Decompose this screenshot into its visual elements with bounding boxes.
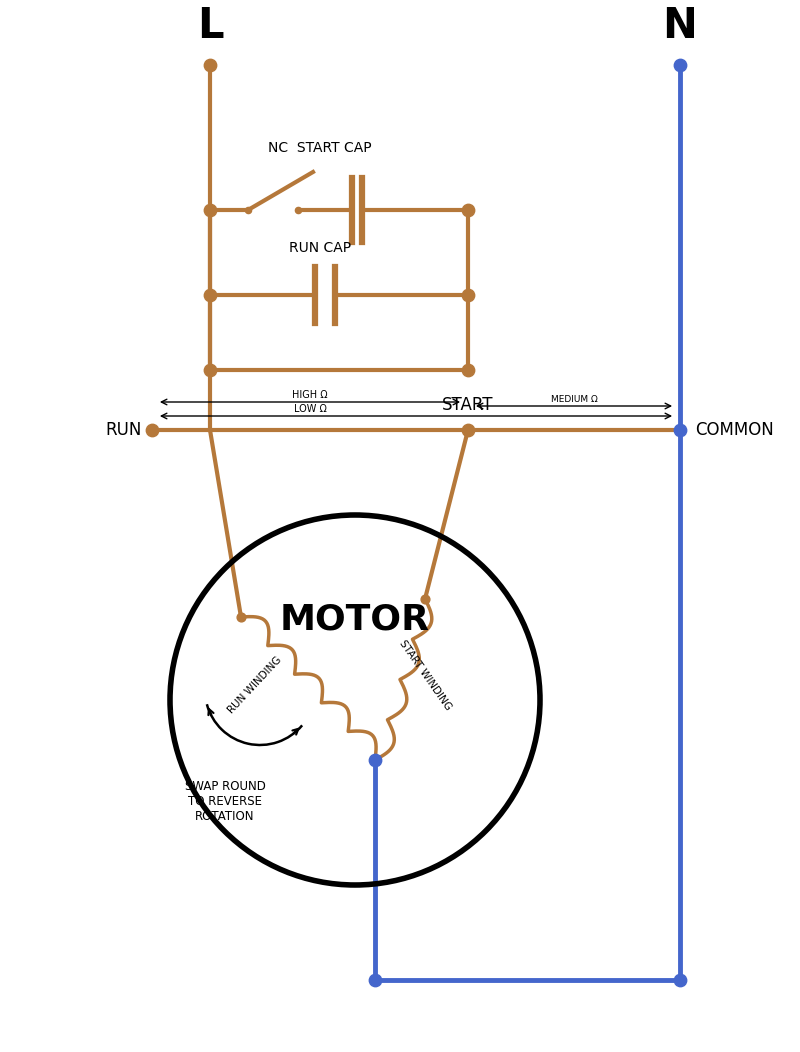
Point bbox=[462, 286, 474, 303]
Point bbox=[203, 362, 216, 379]
Text: LOW Ω: LOW Ω bbox=[294, 404, 326, 414]
Point bbox=[418, 590, 431, 607]
Text: RUN: RUN bbox=[106, 421, 142, 439]
Text: MEDIUM Ω: MEDIUM Ω bbox=[550, 394, 598, 404]
Point bbox=[462, 202, 474, 219]
Text: L: L bbox=[197, 5, 223, 47]
Text: START: START bbox=[442, 396, 494, 414]
Text: COMMON: COMMON bbox=[695, 421, 774, 439]
Text: SWAP ROUND
TO REVERSE
ROTATION: SWAP ROUND TO REVERSE ROTATION bbox=[185, 780, 266, 823]
Text: MOTOR: MOTOR bbox=[280, 603, 430, 638]
Point bbox=[462, 362, 474, 379]
Point bbox=[291, 202, 304, 219]
Point bbox=[674, 972, 686, 989]
Text: HIGH Ω: HIGH Ω bbox=[292, 390, 328, 400]
Text: START WINDING: START WINDING bbox=[397, 639, 453, 712]
Point bbox=[369, 751, 382, 768]
Point bbox=[203, 202, 216, 219]
Text: RUN CAP: RUN CAP bbox=[289, 241, 351, 255]
Point bbox=[242, 202, 254, 219]
Text: NC  START CAP: NC START CAP bbox=[268, 141, 372, 155]
Point bbox=[674, 57, 686, 74]
Point bbox=[203, 57, 216, 74]
Point bbox=[203, 286, 216, 303]
Point bbox=[234, 609, 247, 626]
Point bbox=[146, 422, 158, 439]
Point bbox=[674, 422, 686, 439]
Point bbox=[369, 972, 382, 989]
Text: N: N bbox=[662, 5, 698, 47]
Text: RUN WINDING: RUN WINDING bbox=[226, 654, 284, 715]
Point bbox=[462, 422, 474, 439]
